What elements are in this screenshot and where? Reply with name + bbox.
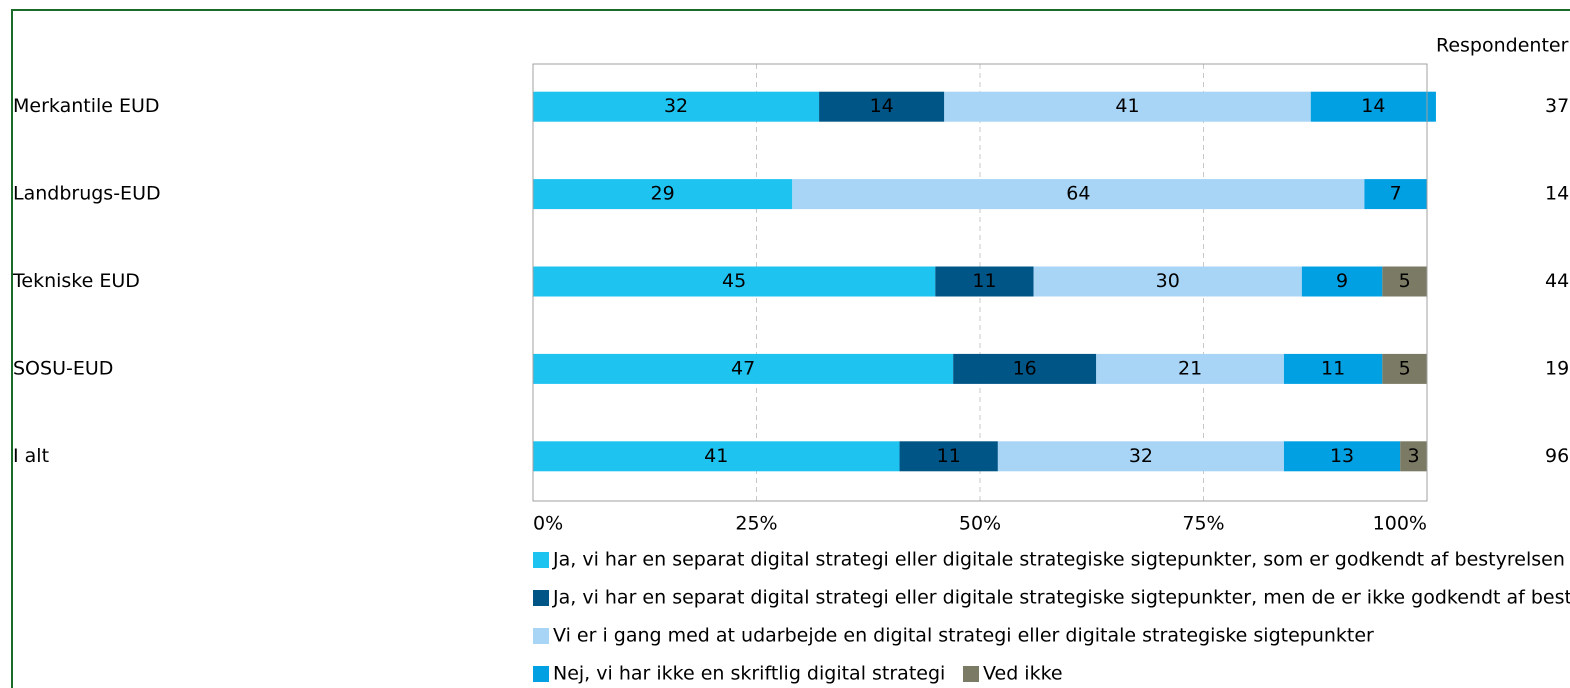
frame bbox=[11, 9, 1570, 688]
value-label: 32 bbox=[1129, 445, 1153, 467]
value-label: 13 bbox=[1330, 445, 1354, 467]
bar-segment bbox=[997, 441, 1284, 472]
value-label: 47 bbox=[731, 357, 755, 379]
value-label: 29 bbox=[651, 183, 675, 205]
legend-label: Nej, vi har ikke en skriftlig digital st… bbox=[553, 663, 945, 685]
bar-segment bbox=[1283, 441, 1401, 472]
legend-swatch bbox=[533, 628, 549, 644]
bar-segment bbox=[533, 441, 900, 472]
value-label: 21 bbox=[1178, 357, 1202, 379]
bar-segment bbox=[1364, 179, 1427, 210]
value-label: 41 bbox=[704, 445, 728, 467]
x-tick-label: 0% bbox=[533, 513, 563, 535]
respondent-count: 44 bbox=[1545, 270, 1569, 292]
value-label: 11 bbox=[972, 270, 996, 292]
bar-segment bbox=[1301, 266, 1383, 297]
value-label: 30 bbox=[1156, 270, 1180, 292]
bar-segment bbox=[1400, 441, 1427, 472]
value-label: 5 bbox=[1399, 357, 1411, 379]
value-label: 32 bbox=[664, 95, 688, 117]
legend-label: Ja, vi har en separat digital strategi e… bbox=[552, 549, 1565, 571]
value-label: 41 bbox=[1115, 95, 1139, 117]
bar-segment bbox=[953, 353, 1097, 384]
bar-segment bbox=[792, 179, 1365, 210]
category-label: Tekniske EUD bbox=[12, 270, 140, 292]
value-label: 11 bbox=[937, 445, 961, 467]
legend-swatch bbox=[533, 552, 549, 568]
value-label: 16 bbox=[1013, 357, 1037, 379]
value-label: 14 bbox=[870, 95, 894, 117]
value-label: 64 bbox=[1066, 183, 1090, 205]
respondent-count: 37 bbox=[1545, 95, 1569, 117]
legend-swatch bbox=[533, 666, 549, 682]
bar-segment bbox=[1033, 266, 1302, 297]
value-label: 45 bbox=[722, 270, 746, 292]
bar-segment bbox=[533, 179, 793, 210]
value-label: 11 bbox=[1321, 357, 1345, 379]
bar-segment bbox=[1096, 353, 1284, 384]
plot-border bbox=[532, 63, 1428, 502]
respondent-count: 19 bbox=[1545, 357, 1569, 379]
legend-label: Ved ikke bbox=[983, 663, 1063, 685]
legend-swatch bbox=[963, 666, 979, 682]
x-tick-label: 25% bbox=[735, 513, 777, 535]
value-label: 5 bbox=[1399, 270, 1411, 292]
bar-segment bbox=[819, 91, 945, 122]
bar-segment bbox=[944, 91, 1311, 122]
value-label: 3 bbox=[1408, 445, 1420, 467]
bar-segment bbox=[899, 441, 998, 472]
value-label: 14 bbox=[1361, 95, 1385, 117]
bar-segment bbox=[1382, 266, 1427, 297]
category-label: Landbrugs-EUD bbox=[13, 183, 161, 205]
legend-label: Ja, vi har en separat digital strategi e… bbox=[552, 587, 1570, 609]
category-label: I alt bbox=[13, 445, 49, 467]
respondent-count: 14 bbox=[1545, 183, 1569, 205]
respondents-title: Respondenter bbox=[1436, 35, 1569, 57]
x-tick-label: 100% bbox=[1373, 513, 1427, 535]
bar-segment bbox=[533, 266, 936, 297]
bar-segment bbox=[1283, 353, 1383, 384]
bar-segment bbox=[533, 353, 954, 384]
bar-segment bbox=[1310, 91, 1436, 122]
value-label: 9 bbox=[1336, 270, 1348, 292]
legend-swatch bbox=[533, 590, 549, 606]
legend-label: Vi er i gang med at udarbejde en digital… bbox=[553, 625, 1374, 647]
bar-segment bbox=[1382, 353, 1427, 384]
respondent-count: 96 bbox=[1545, 445, 1569, 467]
x-tick-label: 75% bbox=[1182, 513, 1224, 535]
value-label: 7 bbox=[1390, 183, 1402, 205]
category-label: Merkantile EUD bbox=[13, 95, 160, 117]
category-label: SOSU-EUD bbox=[13, 357, 113, 379]
bar-segment bbox=[533, 91, 820, 122]
x-tick-label: 50% bbox=[959, 513, 1001, 535]
bar-segment bbox=[935, 266, 1034, 297]
